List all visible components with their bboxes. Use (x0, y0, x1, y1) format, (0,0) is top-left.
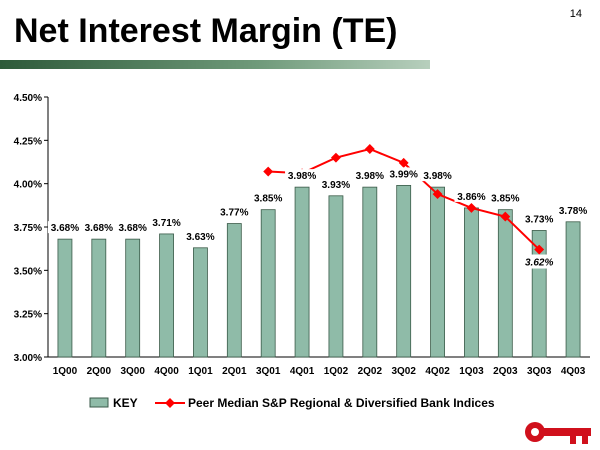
y-tick-label: 3.50% (14, 266, 42, 277)
bar-label: 3.98% (288, 171, 316, 182)
x-tick-label: 4Q00 (154, 366, 179, 377)
legend-peer-marker (165, 398, 175, 408)
bar-label: 3.77% (220, 208, 248, 219)
bar-label-bg (183, 229, 218, 242)
peer-label-bg (521, 254, 558, 269)
y-tick-label: 4.00% (14, 180, 42, 191)
bar-4Q00 (159, 233, 174, 358)
legend-key-label: KEY (113, 396, 138, 410)
x-tick-label: 1Q02 (324, 366, 349, 377)
bar-label-bg (149, 215, 184, 228)
bar-label: 3.73% (525, 214, 553, 225)
bar-1Q03 (464, 207, 479, 358)
x-tick-label: 2Q00 (87, 366, 112, 377)
x-tick-label: 2Q03 (493, 366, 518, 377)
legend-peer-label: Peer Median S&P Regional & Diversified B… (188, 396, 495, 410)
x-tick-label: 3Q00 (120, 366, 145, 377)
x-tick-label: 3Q03 (527, 366, 552, 377)
bar-1Q02 (328, 195, 344, 358)
peer-point (432, 189, 443, 200)
peer-point (398, 157, 409, 168)
bar-label-bg (251, 191, 286, 204)
bar-4Q01 (294, 186, 310, 358)
bar-label-bg (556, 203, 591, 216)
bar-label: 3.86% (457, 192, 485, 203)
x-tick-label: 2Q02 (358, 366, 383, 377)
peer-point (466, 202, 477, 213)
bar-label: 3.68% (85, 223, 113, 234)
y-tick-label: 3.25% (14, 310, 42, 321)
bar-label-bg (454, 189, 489, 202)
x-tick-label: 1Q00 (53, 366, 78, 377)
bar-2Q00 (91, 238, 107, 358)
bar-2Q01 (226, 223, 242, 358)
x-tick-label: 2Q01 (222, 366, 247, 377)
bar-4Q02 (430, 186, 445, 358)
bar-label: 3.99% (390, 169, 418, 180)
bar-label: 3.85% (491, 194, 519, 205)
bar-label: 3.63% (186, 232, 214, 243)
x-tick-label: 1Q01 (188, 366, 213, 377)
bar-label-bg (386, 167, 421, 180)
bar-label-bg (420, 169, 455, 182)
bar-4Q03 (565, 221, 581, 358)
x-tick-label: 4Q01 (290, 366, 315, 377)
peer-point (364, 144, 375, 154)
bar-2Q02 (362, 186, 378, 358)
y-tick-label: 3.00% (14, 353, 42, 364)
bar-label: 3.98% (423, 171, 451, 182)
bar-1Q01 (193, 247, 208, 358)
legend-key-swatch (89, 397, 109, 408)
bar-label-bg (352, 169, 387, 182)
bar-label-bg (522, 212, 557, 225)
bar-label: 3.78% (559, 206, 587, 217)
bar-label: 3.85% (254, 194, 282, 205)
x-tick-label: 4Q02 (425, 366, 450, 377)
bar-3Q00 (125, 238, 141, 358)
peer-point (500, 211, 511, 222)
slide-title: Net Interest Margin (TE) (14, 12, 398, 50)
peer-label: 3.62% (525, 258, 553, 269)
x-tick-label: 3Q02 (391, 366, 416, 377)
bar-label-bg (318, 177, 353, 190)
title-underline-bar (0, 60, 430, 69)
y-tick-label: 4.25% (14, 136, 42, 147)
bar-3Q02 (396, 184, 412, 358)
peer-point (534, 244, 545, 255)
y-tick-label: 4.50% (14, 93, 42, 104)
page-number: 14 (569, 8, 582, 20)
bar-label: 3.71% (152, 218, 180, 229)
bar-label-bg (217, 205, 252, 218)
bar-label-bg (47, 221, 82, 234)
peer-point (330, 152, 341, 163)
bar-2Q03 (497, 209, 513, 358)
bar-label: 3.93% (322, 180, 350, 191)
x-tick-label: 3Q01 (256, 366, 281, 377)
bar-1Q00 (57, 238, 73, 358)
bar-3Q01 (260, 209, 276, 358)
bar-label-bg (81, 221, 116, 234)
x-tick-label: 1Q03 (459, 366, 484, 377)
bar-label: 3.68% (51, 223, 79, 234)
x-tick-label: 4Q03 (561, 366, 586, 377)
bar-label-bg (488, 191, 523, 204)
bar-label-bg (285, 169, 320, 182)
y-tick-label: 3.75% (14, 223, 42, 234)
peer-point (263, 166, 274, 177)
bar-label: 3.68% (119, 223, 147, 234)
bar-label: 3.98% (356, 171, 384, 182)
bar-label-bg (115, 221, 150, 234)
